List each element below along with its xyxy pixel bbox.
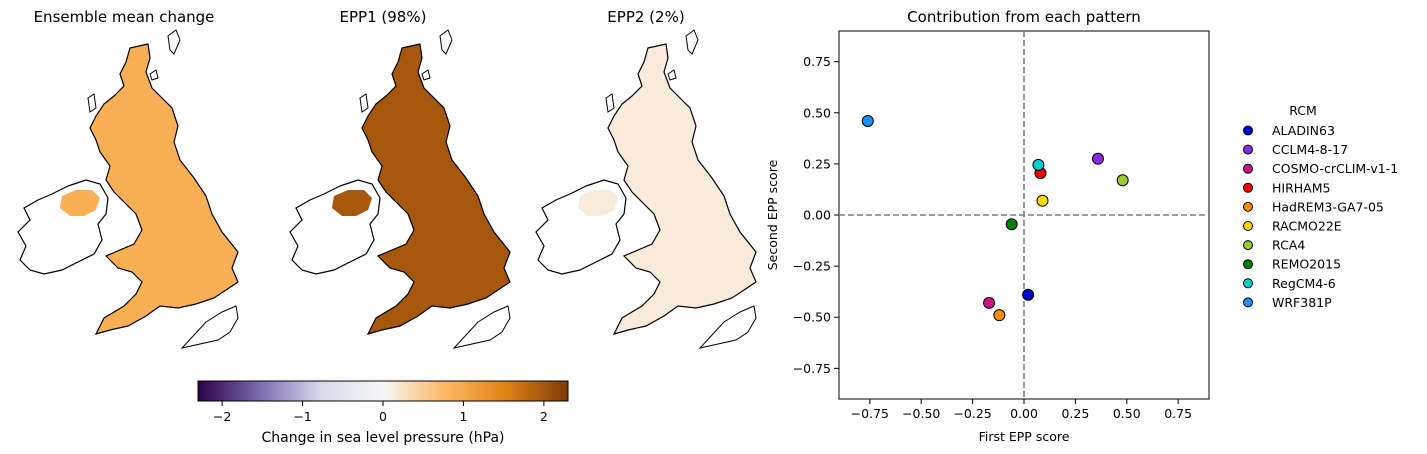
y-axis-ticks: −0.75 −0.50 −0.25 0.00 0.25 0.50 0.75 xyxy=(793,54,839,376)
legend-label: ALADIN63 xyxy=(1272,123,1335,138)
x-tick-label: −0.25 xyxy=(953,406,991,421)
legend-marker xyxy=(1243,182,1253,193)
legend-item: HadREM3-GA7-05 xyxy=(1243,199,1384,214)
legend-label: RCA4 xyxy=(1272,238,1305,253)
legend-label: COSMO-crCLIM-v1-1 xyxy=(1272,161,1398,176)
legend-label: RACMO22E xyxy=(1272,219,1342,234)
scatter-points xyxy=(861,114,1129,322)
legend-item: CCLM4-8-17 xyxy=(1243,142,1348,157)
scatter-point xyxy=(1116,174,1129,187)
x-tick-label: −0.50 xyxy=(902,406,940,421)
legend-label: WRF381P xyxy=(1272,295,1332,310)
legend-marker xyxy=(1243,240,1253,251)
colorbar-tick-label: 2 xyxy=(540,409,548,424)
legend-label: REMO2015 xyxy=(1272,257,1341,272)
y-tick-label: −0.50 xyxy=(793,310,831,325)
scatter-point xyxy=(983,296,996,309)
legend-marker xyxy=(1243,201,1253,212)
legend-marker xyxy=(1243,125,1253,136)
reference-lines xyxy=(839,31,1209,399)
scatter-point xyxy=(1032,158,1045,171)
legend-marker xyxy=(1243,221,1253,231)
y-tick-label: 0.75 xyxy=(803,54,831,69)
scatter-point xyxy=(1005,218,1018,231)
legend-item: ALADIN63 xyxy=(1243,123,1335,138)
y-tick-label: 0.00 xyxy=(803,208,831,223)
legend: RCM ALADIN63 CCLM4-8-17 COSMO-crCLIM-v1-1 H… xyxy=(1243,103,1398,310)
y-axis-label: Second EPP score xyxy=(765,159,780,270)
scatter-point xyxy=(1092,152,1104,165)
map-panel: EPP1 (98%) xyxy=(289,8,511,349)
legend-item: RACMO22E xyxy=(1243,219,1342,234)
legend-marker xyxy=(1243,163,1253,174)
map-title: EPP2 (2%) xyxy=(607,8,684,26)
x-tick-label: −0.75 xyxy=(851,406,889,421)
map-title: Ensemble mean change xyxy=(34,8,215,26)
y-tick-label: 0.50 xyxy=(803,105,831,120)
legend-item: COSMO-crCLIM-v1-1 xyxy=(1243,161,1398,176)
legend-marker xyxy=(1243,297,1253,308)
y-tick-label: −0.75 xyxy=(793,361,831,376)
colorbar-tick-label: −2 xyxy=(213,409,231,424)
colorbar-label: Change in sea level pressure (hPa) xyxy=(261,430,504,446)
legend-marker xyxy=(1243,259,1253,270)
map-panel: EPP2 (2%) xyxy=(535,8,757,349)
scatter-plot: Contribution from each pattern −0.75 −0.5… xyxy=(765,8,1210,444)
maps-layer: Ensemble mean change EPP1 (98%) EPP2 (2%) xyxy=(17,8,757,349)
legend-marker xyxy=(1243,144,1253,155)
legend-item: RegCM4-6 xyxy=(1243,276,1336,291)
x-tick-label: 0.00 xyxy=(1010,406,1038,421)
y-tick-label: 0.25 xyxy=(803,156,831,171)
x-axis-ticks: −0.75 −0.50 −0.25 0.00 0.25 0.50 0.75 xyxy=(851,399,1192,421)
colorbar-gradient xyxy=(197,380,569,402)
colorbar-tick-label: 0 xyxy=(379,409,387,424)
colorbar: −2 −1 0 1 2 Change in sea level pressure (hP… xyxy=(197,380,569,446)
legend-label: HIRHAM5 xyxy=(1272,180,1330,195)
map-panel: Ensemble mean change xyxy=(17,8,239,349)
scatter-title: Contribution from each pattern xyxy=(907,8,1141,26)
x-tick-label: 0.50 xyxy=(1113,406,1141,421)
legend-title: RCM xyxy=(1289,103,1317,118)
legend-label: RegCM4-6 xyxy=(1272,276,1336,291)
uk-map xyxy=(289,29,511,349)
scatter-point xyxy=(861,114,874,127)
legend-item: HIRHAM5 xyxy=(1243,180,1330,195)
scatter-point xyxy=(993,309,1006,322)
legend-item: REMO2015 xyxy=(1243,257,1341,272)
scatter-point xyxy=(1036,194,1049,207)
legend-item: RCA4 xyxy=(1243,238,1305,253)
colorbar-tick-label: −1 xyxy=(293,409,311,424)
uk-map xyxy=(17,29,239,349)
x-axis-label: First EPP score xyxy=(979,429,1070,444)
legend-item: WRF381P xyxy=(1243,295,1332,310)
legend-label: HadREM3-GA7-05 xyxy=(1272,199,1384,214)
legend-label: CCLM4-8-17 xyxy=(1272,142,1348,157)
x-tick-label: 0.75 xyxy=(1164,406,1192,421)
scatter-point xyxy=(1022,288,1035,301)
colorbar-ticks: −2 −1 0 1 2 xyxy=(213,401,548,424)
uk-map xyxy=(535,29,757,349)
y-tick-label: −0.25 xyxy=(793,259,831,274)
legend-marker xyxy=(1243,278,1253,289)
colorbar-tick-label: 1 xyxy=(459,409,467,424)
map-title: EPP1 (98%) xyxy=(340,8,427,26)
x-tick-label: 0.25 xyxy=(1061,406,1089,421)
